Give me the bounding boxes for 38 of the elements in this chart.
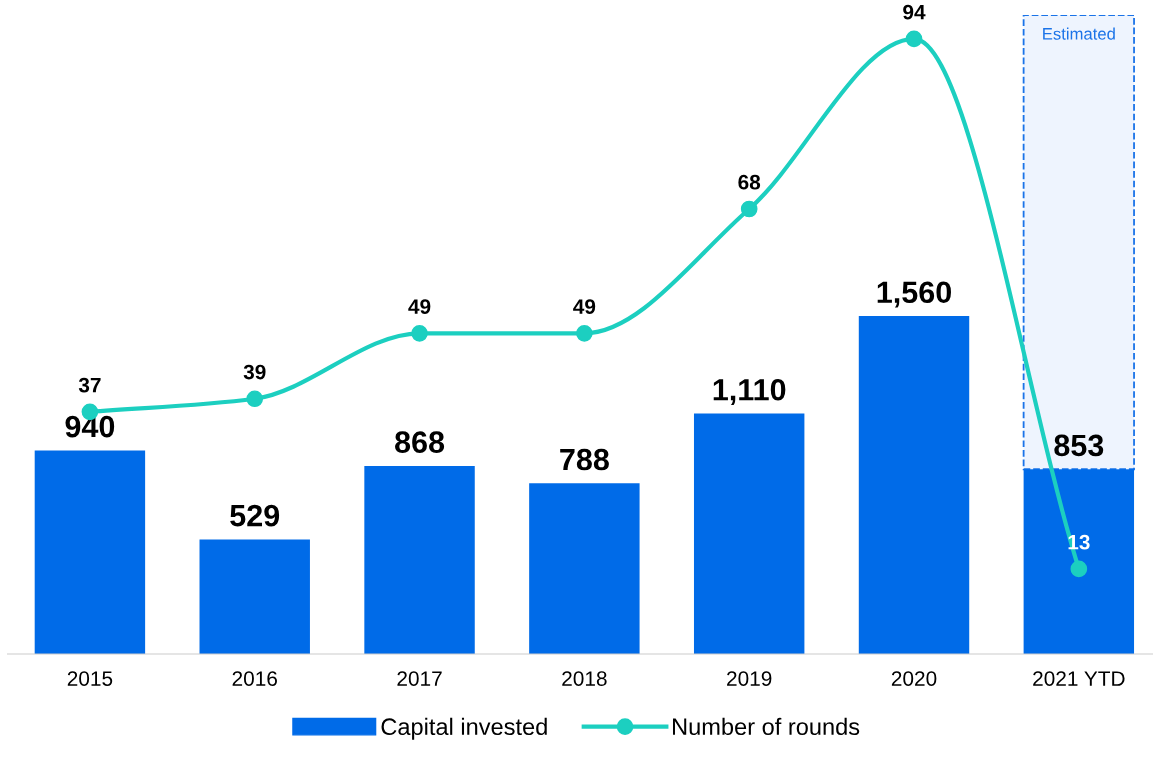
x-tick-label: 2016 — [232, 671, 277, 686]
point — [740, 200, 758, 218]
point — [905, 30, 923, 48]
point — [411, 325, 428, 342]
data-label: 68 — [738, 174, 761, 190]
bar — [858, 316, 970, 654]
x-tick-label: 2019 — [727, 671, 772, 686]
data-label: 788 — [560, 448, 609, 471]
x-tick-label: 2018 — [562, 671, 607, 686]
bar — [34, 450, 146, 654]
data-label: 853 — [1054, 434, 1104, 457]
bar — [1023, 469, 1135, 654]
data-label: 529 — [230, 504, 280, 527]
data-label: 1,110 — [713, 378, 786, 406]
data-label: 868 — [395, 431, 445, 453]
bar — [1022, 15, 1135, 471]
data-label: 1,560 — [877, 281, 951, 308]
x-tick-label: 2021 YTD — [1033, 671, 1125, 686]
data-label: 13 — [1068, 534, 1090, 550]
data-label: 37 — [78, 377, 101, 393]
x-tick-label: 2017 — [397, 671, 442, 686]
data-label: 940 — [65, 415, 115, 438]
point — [246, 390, 264, 408]
data-label: 49 — [573, 299, 596, 314]
legend-label: Number of rounds — [673, 717, 860, 736]
x-tick-label: 2015 — [67, 671, 113, 686]
data-label: 49 — [408, 299, 431, 314]
data-label: 39 — [243, 364, 266, 380]
bar — [364, 465, 475, 654]
bar — [693, 413, 805, 654]
legend-label: Capital invested — [381, 717, 547, 740]
point — [576, 325, 593, 342]
bar — [199, 539, 310, 654]
x-tick-label: 2020 — [891, 671, 937, 686]
annotation: Estimated — [1043, 27, 1115, 40]
bar — [529, 483, 640, 654]
point — [1070, 560, 1088, 578]
data-label: 94 — [903, 4, 926, 20]
